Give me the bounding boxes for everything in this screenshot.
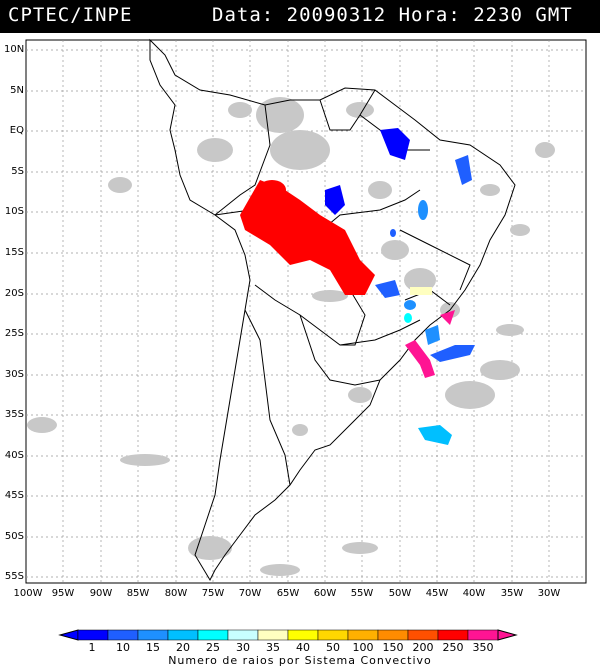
org-label: CPTEC/INPE [8,4,133,26]
colorbar-swatch [377,629,409,641]
colorbar-swatch [407,629,439,641]
colorbar-swatch [467,629,499,641]
colorbar-swatch [197,629,229,641]
lon-tick: 30W [537,588,561,599]
lat-tick: 10S [4,206,24,217]
lat-tick: 55S [4,571,24,582]
lat-tick: 40S [4,450,24,461]
lat-tick: 30S [4,369,24,380]
blue-cluster-north [380,128,410,160]
lon-tick: 45W [425,588,449,599]
colorbar-swatch [137,629,169,641]
colorbar-swatch [437,629,469,641]
lat-tick: 25S [4,328,24,339]
lon-tick: 85W [126,588,150,599]
lon-tick: 55W [350,588,374,599]
lon-tick: 100W [13,588,43,599]
colorbar-label: 40 [296,641,310,654]
header-bar: CPTEC/INPE Data: 20090312 Hora: 2230 GMT [0,0,600,33]
map-canvas [25,38,587,584]
lat-tick: 50S [4,531,24,542]
lat-tick: 45S [4,490,24,501]
colorbar-label: 350 [472,641,494,654]
colorbar-swatch [167,629,199,641]
lat-tick: EQ [9,125,24,136]
map-frame [25,39,587,584]
colorbar-label: 30 [236,641,250,654]
lat-tick: 10N [4,44,25,55]
colorbar-tip-left [58,629,79,641]
colorbar-label: 250 [442,641,464,654]
lon-tick: 65W [276,588,300,599]
lat-tick: 5N [10,85,24,96]
colorbar-swatch [317,629,349,641]
lon-tick: 50W [388,588,412,599]
lon-tick: 90W [89,588,113,599]
colorbar [58,629,518,641]
colorbar-label: 100 [352,641,374,654]
colorbar-label: 20 [176,641,190,654]
colorbar-tip-right [497,629,518,641]
lon-tick: 80W [164,588,188,599]
colorbar-caption: Numero de raios por Sistema Convectivo [168,654,432,667]
lat-tick: 15S [4,247,24,258]
colorbar-label: 10 [116,641,130,654]
lon-tick: 35W [500,588,524,599]
colorbar-swatch [257,629,289,641]
colorbar-swatch [107,629,139,641]
lon-tick: 40W [462,588,486,599]
lightning-systems [240,128,475,445]
colorbar-label: 1 [88,641,96,654]
colorbar-label: 200 [412,641,434,654]
colorbar-swatch [347,629,379,641]
colorbar-label: 150 [382,641,404,654]
lat-tick: 5S [11,166,24,177]
red-cluster-west [240,180,375,295]
lat-tick: 35S [4,409,24,420]
lon-tick: 95W [51,588,75,599]
datetime-label: Data: 20090312 Hora: 2230 GMT [212,4,573,26]
cloud-cover [27,97,555,576]
lon-tick: 60W [313,588,337,599]
colorbar-label: 50 [326,641,340,654]
colorbar-label: 35 [266,641,280,654]
lat-tick: 20S [4,288,24,299]
colorbar-swatch [227,629,259,641]
lon-tick: 75W [201,588,225,599]
colorbar-swatch [77,629,109,641]
colorbar-label: 25 [206,641,220,654]
lon-tick: 70W [238,588,262,599]
colorbar-swatch [287,629,319,641]
colorbar-label: 15 [146,641,160,654]
